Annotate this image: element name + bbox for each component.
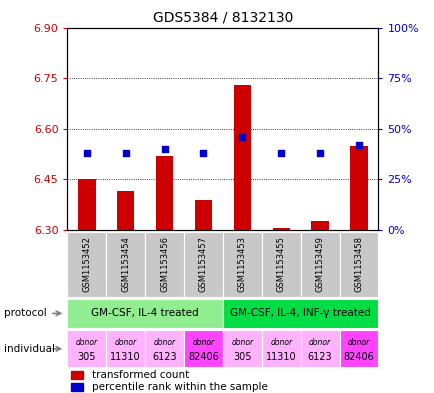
Bar — [78, 179, 95, 230]
Text: donor: donor — [270, 338, 292, 347]
Text: donor: donor — [231, 338, 253, 347]
Bar — [70, 383, 83, 391]
Text: GSM1153456: GSM1153456 — [160, 236, 169, 292]
Text: donor: donor — [115, 338, 136, 347]
Bar — [106, 232, 145, 297]
Text: individual: individual — [4, 344, 55, 354]
Bar — [194, 200, 212, 230]
Text: 6123: 6123 — [307, 352, 332, 362]
Text: donor: donor — [192, 338, 214, 347]
Bar — [300, 232, 339, 297]
Bar — [67, 232, 106, 297]
Bar — [155, 156, 173, 230]
Text: GSM1153454: GSM1153454 — [121, 236, 130, 292]
Bar — [272, 228, 289, 230]
Bar — [339, 232, 378, 297]
Bar — [261, 232, 300, 297]
Bar — [70, 371, 83, 379]
Text: 6123: 6123 — [152, 352, 177, 362]
Text: donor: donor — [309, 338, 330, 347]
Text: 305: 305 — [233, 352, 251, 362]
Point — [316, 150, 323, 156]
Bar — [300, 330, 339, 367]
Point — [83, 150, 90, 156]
Text: GSM1153459: GSM1153459 — [315, 236, 324, 292]
Text: donor: donor — [76, 338, 98, 347]
Bar — [145, 330, 184, 367]
Point — [200, 150, 207, 156]
Text: GM-CSF, IL-4, INF-γ treated: GM-CSF, IL-4, INF-γ treated — [230, 309, 370, 318]
Bar — [311, 222, 328, 230]
Bar — [145, 232, 184, 297]
Text: GSM1153452: GSM1153452 — [82, 236, 91, 292]
Point — [355, 142, 362, 148]
Bar — [184, 330, 222, 367]
Point — [161, 146, 168, 152]
Bar — [222, 299, 378, 328]
Text: protocol: protocol — [4, 309, 47, 318]
Bar — [106, 330, 145, 367]
Point — [238, 134, 245, 140]
Point — [277, 150, 284, 156]
Bar — [67, 330, 106, 367]
Bar — [222, 232, 261, 297]
Bar — [261, 330, 300, 367]
Bar — [117, 191, 134, 230]
Text: GSM1153455: GSM1153455 — [276, 236, 285, 292]
Bar — [222, 330, 261, 367]
Point — [122, 150, 129, 156]
Text: GSM1153458: GSM1153458 — [354, 236, 363, 292]
Bar — [233, 85, 250, 230]
Text: 11310: 11310 — [265, 352, 296, 362]
Text: donor: donor — [347, 338, 369, 347]
Text: GSM1153453: GSM1153453 — [237, 236, 247, 292]
Bar — [184, 232, 222, 297]
Text: 11310: 11310 — [110, 352, 141, 362]
Bar — [339, 330, 378, 367]
Text: 82406: 82406 — [343, 352, 374, 362]
Text: percentile rank within the sample: percentile rank within the sample — [92, 382, 268, 392]
Text: GSM1153457: GSM1153457 — [198, 236, 207, 292]
Text: donor: donor — [153, 338, 175, 347]
Title: GDS5384 / 8132130: GDS5384 / 8132130 — [152, 11, 293, 25]
Bar — [67, 299, 222, 328]
Text: transformed count: transformed count — [92, 371, 189, 380]
Text: 82406: 82406 — [187, 352, 218, 362]
Bar — [349, 145, 367, 230]
Text: 305: 305 — [77, 352, 96, 362]
Text: GM-CSF, IL-4 treated: GM-CSF, IL-4 treated — [91, 309, 198, 318]
